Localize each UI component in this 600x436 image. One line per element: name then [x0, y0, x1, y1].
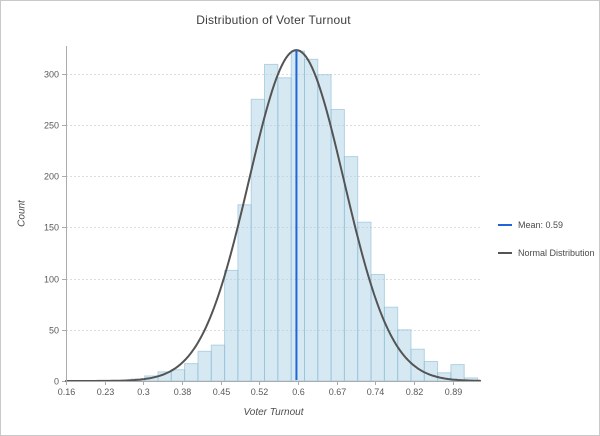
histogram-bar — [210, 344, 226, 382]
histogram-bar — [423, 361, 439, 382]
y-tick-label: 150 — [44, 223, 59, 233]
histogram-bar — [170, 369, 186, 382]
legend-item-mean: Mean: 0.59 — [498, 218, 595, 231]
x-tick-label: 0.38 — [174, 387, 192, 397]
histogram-bar — [237, 204, 252, 382]
x-tick-label: 0.52 — [251, 387, 269, 397]
x-tick-label: 0.6 — [292, 387, 305, 397]
x-tick-label: 0.3 — [137, 387, 150, 397]
y-axis-title: Count — [16, 200, 28, 227]
mean-line-swatch-icon — [498, 223, 512, 226]
legend-label-mean: Mean: 0.59 — [518, 219, 564, 230]
chart-title: Distribution of Voter Turnout — [196, 13, 351, 27]
x-tick-label: 0.16 — [58, 387, 76, 397]
histogram-bar — [450, 364, 465, 382]
y-tick-label: 300 — [44, 70, 59, 80]
histogram-bar — [197, 350, 212, 382]
x-axis-title: Voter Turnout — [243, 407, 304, 418]
normal-curve — [65, 49, 481, 382]
y-tick-label: 200 — [44, 172, 59, 182]
x-tick-label: 0.45 — [213, 387, 231, 397]
y-tick-label: 100 — [44, 275, 59, 285]
histogram-bar — [290, 50, 306, 382]
y-tick-label: 250 — [44, 121, 59, 131]
histogram-bar — [304, 58, 319, 382]
x-tick-label: 0.23 — [97, 387, 115, 397]
histogram-bar — [277, 77, 292, 382]
x-tick-label: 0.67 — [329, 387, 347, 397]
legend-item-normal: Normal Distribution — [498, 246, 595, 259]
normal-curve-swatch-icon — [498, 251, 512, 254]
y-tick-label: 50 — [49, 326, 59, 336]
y-tick-label: 0 — [54, 377, 59, 387]
x-tick-label: 0.82 — [406, 387, 424, 397]
x-tick-label: 0.89 — [445, 387, 463, 397]
legend: Mean: 0.59 Normal Distribution — [498, 218, 595, 274]
histogram-bar — [224, 269, 239, 382]
histogram-bar — [184, 363, 199, 382]
legend-label-normal: Normal Distribution — [518, 247, 595, 258]
x-tick-label: 0.74 — [367, 387, 385, 397]
